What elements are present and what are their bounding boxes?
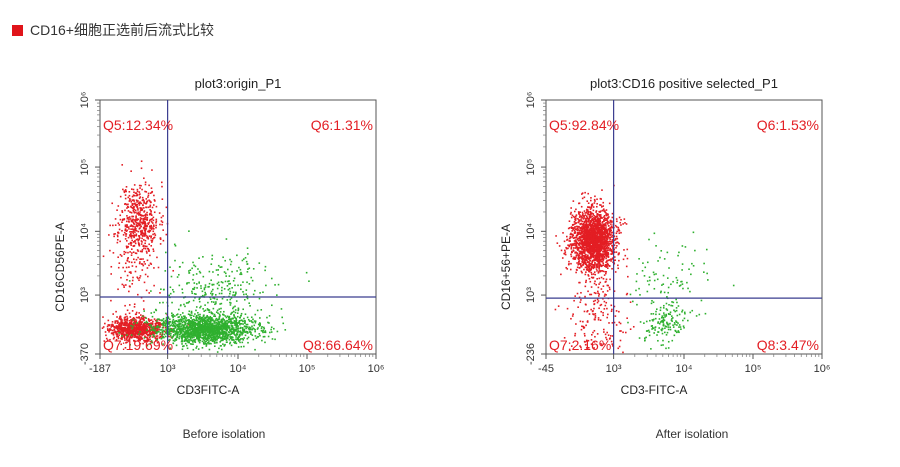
x-axis-label-1: CD3-FITC-A <box>621 383 688 397</box>
quadrant-label-q5-1: Q5:92.84% <box>549 117 619 133</box>
red-square-icon <box>12 24 23 36</box>
y-tick-label-0-4: 10⁶ <box>79 92 91 109</box>
y-tick-label-0-2: 10⁴ <box>79 223 91 240</box>
y-tick-label-0-1: 10³ <box>79 287 91 303</box>
quadrant-label-q7-1: Q7:2.16% <box>549 337 611 353</box>
scatter-svg-0: plot3:origin_P1 -187 10³ 10⁴ 10⁵ 10⁶ -370 10³ 10… <box>53 76 385 397</box>
x-tick-label-1-3: 10⁵ <box>745 363 762 375</box>
scatter-svg-1: plot3:CD16 positive selected_P1 -45 10³ 10⁴… <box>499 76 831 397</box>
y-tick-label-1-3: 10⁵ <box>525 159 537 176</box>
x-tick-label-1-1: 10³ <box>606 363 622 375</box>
y-axis-label-1: CD16+56+PE-A <box>499 224 513 310</box>
y-tick-label-1-0: -236 <box>525 343 537 365</box>
quadrant-label-q6-0: Q6:1.31% <box>311 117 373 133</box>
y-tick-label-1-4: 10⁶ <box>525 92 537 109</box>
x-tick-label-0-4: 10⁶ <box>368 363 385 375</box>
y-tick-label-1-1: 10³ <box>525 287 537 303</box>
caption-before: Before isolation <box>182 427 266 441</box>
quadrant-label-q6-1: Q6:1.53% <box>757 117 819 133</box>
plot-title-0: plot3:origin_P1 <box>195 76 282 91</box>
section-title: CD16+细胞正选前后流式比较 <box>30 22 214 38</box>
x-tick-label-0-3: 10⁵ <box>299 363 316 375</box>
x-tick-label-1-2: 10⁴ <box>676 363 693 375</box>
y-tick-label-1-2: 10⁴ <box>525 223 537 240</box>
y-tick-label-0-3: 10⁵ <box>79 159 91 176</box>
caption-after: After isolation <box>655 427 729 441</box>
flow-plot-before: plot3:origin_P1 -187 10³ 10⁴ 10⁵ 10⁶ -370 10³ 10… <box>38 70 398 410</box>
plot-title-1: plot3:CD16 positive selected_P1 <box>590 76 778 91</box>
event-dots-0 <box>101 160 310 353</box>
x-tick-label-1-0: -45 <box>538 363 554 375</box>
y-tick-label-0-0: -370 <box>79 343 91 365</box>
quadrant-label-q8-0: Q8:66.64% <box>303 337 373 353</box>
flow-plot-after: plot3:CD16 positive selected_P1 -45 10³ 10⁴… <box>484 70 844 410</box>
quadrant-label-q5-0: Q5:12.34% <box>103 117 173 133</box>
x-tick-label-0-0: -187 <box>89 363 111 375</box>
y-axis-label-0: CD16CD56PE-A <box>53 222 67 311</box>
x-axis-label-0: CD3FITC-A <box>177 383 240 397</box>
x-tick-label-0-2: 10⁴ <box>230 363 247 375</box>
x-tick-label-0-1: 10³ <box>160 363 176 375</box>
section-header: CD16+细胞正选前后流式比较 <box>12 22 214 38</box>
quadrant-label-q7-0: Q7:19.69% <box>103 337 173 353</box>
x-tick-label-1-4: 10⁶ <box>814 363 831 375</box>
quadrant-label-q8-1: Q8:3.47% <box>757 337 819 353</box>
event-dots-1 <box>554 184 735 354</box>
